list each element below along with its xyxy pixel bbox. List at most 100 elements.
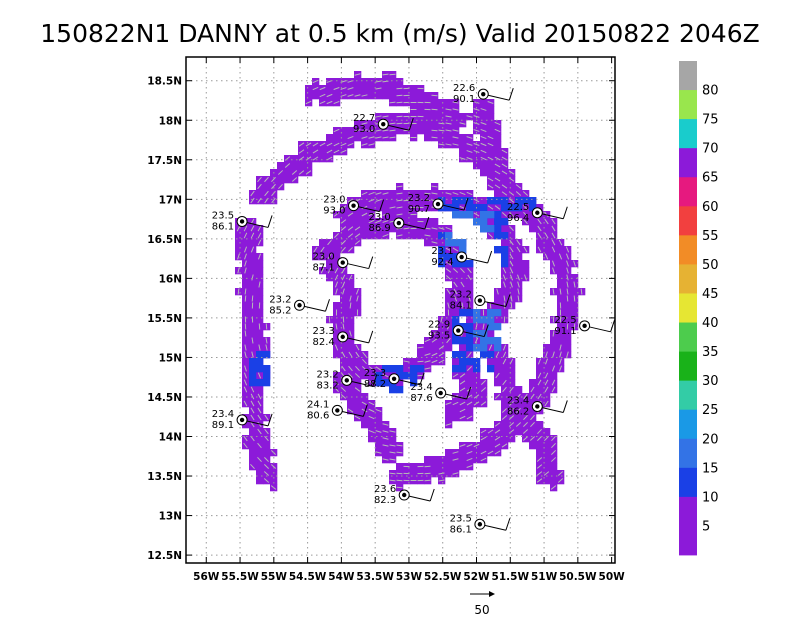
- wind-barb-flag: [562, 206, 568, 219]
- wind-cell: [515, 211, 523, 219]
- wind-vector: [431, 192, 438, 195]
- wind-cell: [396, 379, 404, 387]
- wind-vector: [382, 192, 389, 195]
- wind-cell: [452, 407, 460, 415]
- y-tick-label: 16.5N: [147, 234, 182, 246]
- wind-vector: [445, 129, 452, 132]
- y-tick-label: 18N: [159, 115, 182, 127]
- y-tick-label: 17.5N: [147, 155, 182, 167]
- wind-cell: [249, 281, 257, 289]
- wind-vector: [326, 149, 333, 154]
- wind-vector: [480, 149, 487, 154]
- dropsonde-marker-center: [340, 260, 345, 265]
- wind-vector: [271, 176, 276, 183]
- wind-vector: [544, 232, 549, 239]
- wind-cell-high: [263, 351, 271, 359]
- wind-cell: [333, 246, 341, 254]
- wind-vector: [552, 330, 555, 337]
- wind-cell: [235, 246, 243, 254]
- wind-vector: [251, 274, 254, 281]
- wind-vector: [243, 442, 248, 449]
- wind-cell: [508, 232, 516, 240]
- colorbar-swatch: [679, 61, 697, 91]
- wind-vector: [396, 213, 403, 216]
- wind-vector: [382, 430, 389, 433]
- wind-cell: [347, 323, 355, 331]
- wind-cell: [431, 470, 439, 478]
- wind-cell: [550, 344, 558, 352]
- dropsonde-marker-center: [351, 203, 356, 208]
- wind-cell: [550, 372, 558, 380]
- wind-vector: [459, 122, 466, 125]
- wind-cell-high: [256, 351, 264, 359]
- wind-cell-high: [375, 372, 383, 380]
- wind-cell: [508, 435, 516, 443]
- wind-cell-high: [487, 351, 495, 359]
- wind-vector: [431, 185, 438, 188]
- wind-cell: [347, 239, 355, 247]
- wind-cell: [445, 134, 453, 142]
- wind-cell-high: [410, 372, 418, 380]
- wind-cell: [361, 414, 369, 422]
- wind-cell: [361, 393, 369, 401]
- wind-cell: [354, 218, 362, 226]
- wind-vector: [566, 260, 569, 267]
- wind-cell: [242, 337, 250, 345]
- wind-cell: [466, 372, 474, 380]
- wind-vector: [243, 232, 248, 239]
- wind-cell-high: [459, 260, 467, 268]
- wind-cell-high: [389, 386, 397, 394]
- dropsonde-temperature: 23.6: [374, 484, 396, 495]
- wind-vector: [361, 136, 368, 139]
- wind-vector: [244, 344, 247, 351]
- wind-cell: [508, 288, 516, 296]
- wind-vector: [438, 129, 445, 132]
- wind-cell: [459, 288, 467, 296]
- wind-cell: [256, 435, 264, 443]
- colorbar-label: 15: [702, 461, 719, 476]
- wind-cell: [515, 414, 523, 422]
- wind-cell: [564, 337, 572, 345]
- wind-cell: [249, 309, 257, 317]
- wind-cell-high: [263, 365, 271, 373]
- wind-barb-flag: [424, 216, 430, 230]
- wind-cell: [284, 176, 292, 184]
- wind-vector: [375, 199, 382, 202]
- wind-vector: [250, 232, 255, 239]
- wind-cell: [564, 309, 572, 317]
- wind-vector: [258, 281, 261, 288]
- wind-cell: [438, 113, 446, 121]
- wind-vector: [382, 80, 389, 83]
- wind-vector: [368, 408, 375, 413]
- wind-cell: [529, 428, 537, 436]
- wind-cell: [249, 428, 257, 436]
- wind-cell: [557, 274, 565, 282]
- wind-vector: [326, 142, 333, 147]
- wind-cell: [410, 85, 418, 93]
- wind-vector: [502, 344, 507, 351]
- wind-cell: [557, 295, 565, 303]
- wind-cell: [487, 358, 495, 366]
- wind-cell: [305, 92, 313, 100]
- wind-vector: [445, 247, 452, 252]
- wind-vector: [250, 190, 255, 197]
- wind-cell-high: [249, 379, 257, 387]
- wind-cell: [354, 211, 362, 219]
- wind-cell: [333, 330, 341, 338]
- wind-vector: [509, 260, 514, 267]
- reference-vector-label: 50: [474, 603, 489, 617]
- colorbar-label: 40: [702, 316, 719, 331]
- wind-vector: [396, 185, 403, 188]
- wind-vector: [494, 450, 501, 455]
- wind-cell-high: [466, 323, 474, 331]
- wind-vector: [396, 486, 403, 489]
- wind-vector: [347, 142, 354, 147]
- wind-vector: [361, 129, 368, 132]
- wind-cell: [452, 274, 460, 282]
- wind-cell: [333, 260, 341, 268]
- wind-vector: [516, 407, 521, 414]
- wind-cell: [536, 449, 544, 457]
- wind-vector: [551, 450, 556, 455]
- wind-cell: [375, 414, 383, 422]
- wind-cell-high: [459, 365, 467, 373]
